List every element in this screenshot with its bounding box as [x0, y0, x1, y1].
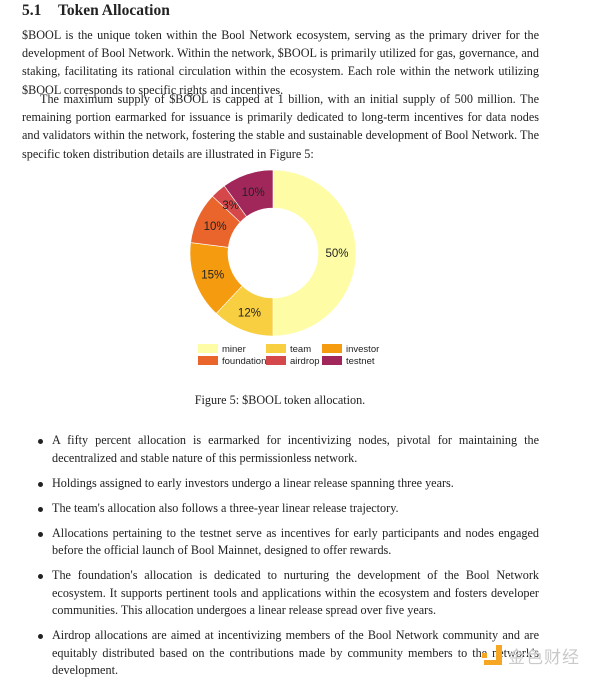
- section-heading: 5.1 Token Allocation: [22, 2, 170, 20]
- bullet-icon: [38, 439, 43, 444]
- data-label-investor: 15%: [201, 270, 224, 282]
- legend-swatch: [322, 356, 342, 365]
- slice-testnet: [223, 169, 274, 218]
- bullet-text: Airdrop allocations are aimed at incenti…: [52, 628, 539, 677]
- bullet-icon: [38, 531, 43, 537]
- bullet-icon: [38, 634, 43, 639]
- paragraph-2: The maximum supply of $BOOL is capped at…: [22, 92, 539, 161]
- legend-item-miner: miner: [198, 344, 246, 355]
- bullet-text: A fifty percent allocation is earmarked …: [52, 433, 539, 465]
- data-label-foundation: 10%: [204, 221, 227, 233]
- bullet-item: Allocations pertaining to the testnet se…: [36, 525, 539, 560]
- bullet-text: Holdings assigned to early investors und…: [52, 475, 454, 490]
- bullet-icon: [38, 481, 43, 487]
- bullet-item: Airdrop allocations are aimed at incenti…: [36, 627, 539, 680]
- bullet-item: A fifty percent allocation is earmarked …: [36, 432, 539, 467]
- legend-swatch: [322, 344, 342, 353]
- watermark-text: 金色财经: [508, 648, 580, 668]
- bullet-text: The team's allocation also follows a thr…: [52, 500, 399, 515]
- bullet-text: The foundation's allocation is dedicated…: [52, 568, 539, 617]
- section-title: Token Allocation: [58, 2, 170, 19]
- data-label-team: 12%: [238, 308, 261, 320]
- legend-label: foundation: [222, 356, 266, 367]
- legend-item-testnet: testnet: [322, 356, 375, 367]
- slice-miner: [272, 169, 357, 337]
- legend-swatch: [266, 344, 286, 353]
- legend-label: miner: [222, 344, 246, 355]
- legend-swatch: [266, 356, 286, 365]
- legend-swatch: [198, 344, 218, 353]
- bullet-list: A fifty percent allocation is earmarked …: [36, 432, 539, 687]
- bullet-text: Allocations pertaining to the testnet se…: [52, 525, 539, 558]
- bullet-icon: [38, 574, 43, 579]
- bullet-item: Holdings assigned to early investors und…: [36, 475, 539, 493]
- legend-item-investor: investor: [322, 344, 379, 355]
- legend-label: team: [290, 344, 311, 355]
- bullet-item: The team's allocation also follows a thr…: [36, 500, 539, 518]
- section-number: 5.1: [22, 2, 42, 19]
- figure-caption: Figure 5: $BOOL token allocation.: [194, 393, 366, 407]
- legend-item-team: team: [266, 344, 311, 355]
- watermark-logo-icon: [482, 644, 502, 665]
- data-label-testnet: 10%: [242, 187, 265, 199]
- legend-label: investor: [346, 344, 379, 355]
- legend-label: airdrop: [290, 356, 320, 367]
- bullet-item: The foundation's allocation is dedicated…: [36, 567, 539, 620]
- legend-item-foundation: foundation: [198, 356, 266, 367]
- bullet-icon: [38, 506, 43, 512]
- legend-item-airdrop: airdrop: [266, 356, 320, 367]
- token-allocation-donut-chart: 50%12%15%10%3%10%miner team investorfounda…: [189, 169, 379, 367]
- legend-label: testnet: [346, 356, 375, 367]
- data-label-miner: 50%: [325, 248, 348, 260]
- watermark: 金色财经: [482, 643, 580, 668]
- data-label-airdrop: 3%: [222, 200, 239, 212]
- paragraph-1: $BOOL is the unique token within the Boo…: [22, 28, 539, 97]
- legend-swatch: [198, 356, 218, 365]
